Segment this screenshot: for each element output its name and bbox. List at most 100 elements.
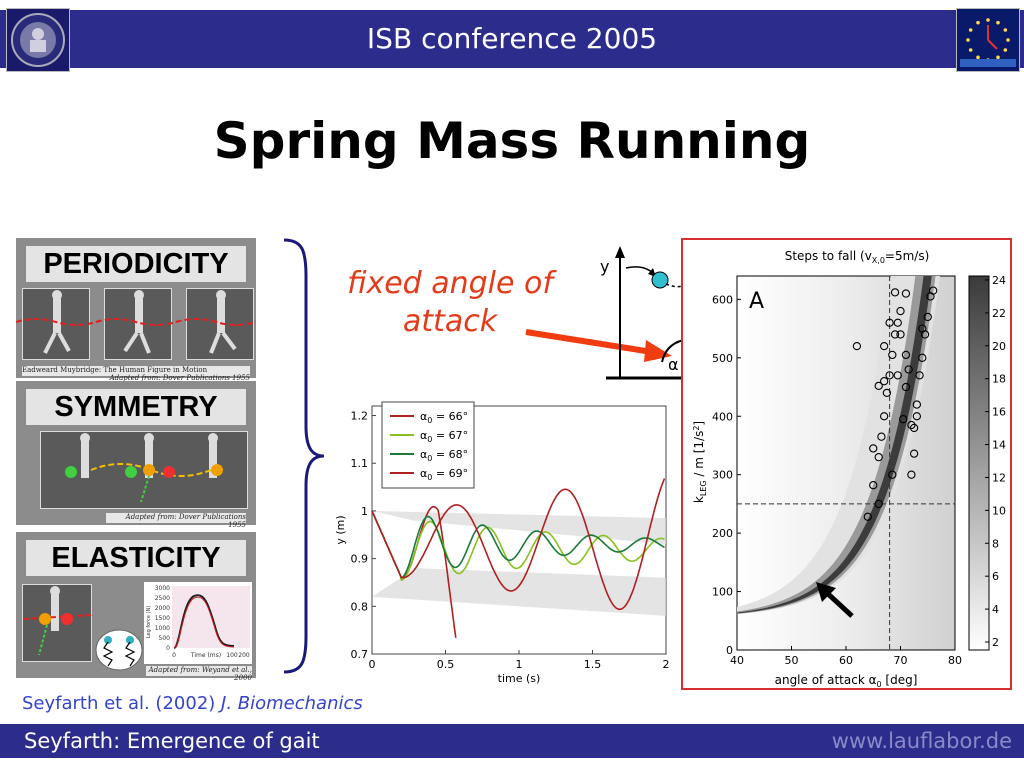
- x-tick-label: 2: [663, 658, 670, 671]
- data-point: [890, 288, 900, 297]
- x-tick-label: 60: [839, 654, 853, 667]
- elasticity-label: ELASTICITY: [26, 540, 246, 576]
- clock-stars-logo: [956, 8, 1020, 72]
- colorbar-tick-label: 4: [992, 603, 999, 616]
- steps-to-fall-figure: Steps to fall (vX,0=5m/s) A 0 100 200 300 40…: [681, 238, 1012, 690]
- inset-xlabel: Time (ms): [190, 652, 221, 659]
- data-point: [918, 353, 927, 362]
- data-point: [874, 499, 883, 509]
- data-point: [879, 341, 889, 351]
- colorbar-tick-label: 10: [992, 504, 1006, 517]
- colorbar-tick-label: 18: [992, 373, 1006, 386]
- leg-force-inset: 3000 2500 2000 1500 1000 500 0 Leg force…: [144, 582, 252, 664]
- symmetry-caption: Adapted from: Dover Publications 1955: [106, 513, 246, 529]
- spring-mass-diagram: y α: [600, 246, 686, 380]
- diagram-alpha-label: α: [668, 355, 679, 374]
- colorbar-tick-label: 6: [992, 570, 999, 583]
- colorbar-tick-label: 16: [992, 406, 1006, 419]
- data-point: [877, 432, 886, 441]
- x-tick-label: 70: [894, 654, 908, 667]
- inset-ytick: 2500: [155, 595, 170, 602]
- center-of-mass-trajectory: [16, 318, 256, 326]
- colorbar-tick-label: 12: [992, 471, 1006, 484]
- data-point: [909, 423, 919, 433]
- black-arrow-annotation: [816, 582, 854, 618]
- data-point: [893, 318, 902, 327]
- data-point: [863, 512, 872, 521]
- data-point: [907, 420, 916, 430]
- data-point: [907, 470, 916, 479]
- citation: Seyfarth et al. (2002) J. Biomechanics: [22, 693, 363, 714]
- y-tick-label: 0.8: [351, 600, 369, 613]
- trajectory-legend: α0 = 66° α0 = 67° α0 = 68° α0 = 69°: [381, 401, 475, 489]
- data-point: [888, 470, 897, 479]
- colorbar: [968, 275, 990, 651]
- y-tick-label: 1.2: [351, 410, 369, 423]
- inset-ytick: 3000: [155, 585, 170, 592]
- periodicity-caption: Eadweard Muybridge: The Human Figure in …: [22, 366, 250, 382]
- annotation-arrow: [525, 329, 672, 362]
- inset-ytick: 1500: [155, 615, 170, 622]
- header-bar: [0, 10, 1024, 68]
- heatmap-title: Steps to fall (vX,0=5m/s): [785, 249, 930, 265]
- inset-ytick: 2000: [155, 605, 170, 612]
- trajectory-xlabel: time (s): [498, 672, 541, 685]
- header-title: ISB conference 2005: [366, 22, 658, 55]
- footer-website-link[interactable]: www.lauflabor.de: [831, 729, 1012, 753]
- symmetry-panel: SYMMETRY Adapted from: Dover Publication…: [16, 381, 256, 529]
- data-point: [869, 481, 878, 490]
- legend-entry: α0 = 66°: [420, 410, 468, 425]
- inset-ytick: 0: [166, 645, 170, 652]
- heatmap-ylabel: kLEG / m [1/s2]: [692, 421, 708, 503]
- x-tick-label: 1: [516, 658, 523, 671]
- x-tick-label: 40: [730, 654, 744, 667]
- data-point: [874, 381, 883, 391]
- legend-entry: α0 = 67°: [420, 429, 468, 444]
- inset-ylabel: Leg force (N): [146, 606, 152, 638]
- y-tick-label: 0: [726, 644, 733, 657]
- y-tick-label: 1.1: [351, 457, 369, 470]
- y-tick-label: 600: [712, 293, 733, 306]
- data-point: [929, 286, 938, 295]
- legend-entry: α0 = 69°: [420, 467, 468, 482]
- data-point: [893, 371, 902, 380]
- university-seal-logo: [6, 8, 70, 72]
- y-tick-label: 0.9: [351, 553, 369, 566]
- data-point: [901, 350, 911, 360]
- y-tick-label: 0.7: [351, 648, 369, 661]
- footer: Seyfarth: Emergence of gait www.lauflabo…: [0, 724, 1024, 758]
- y-tick-label: 500: [712, 352, 733, 365]
- heatmap-xlabel: angle of attack α0 [deg]: [775, 673, 918, 688]
- y-tick-label: 400: [712, 410, 733, 423]
- x-tick-label: 50: [785, 654, 799, 667]
- runner-photo-strip: [40, 431, 248, 509]
- data-point: [901, 382, 911, 392]
- data-point: [885, 371, 894, 380]
- colorbar-tick-label: 2: [992, 636, 999, 649]
- inset-ytick: 500: [159, 635, 171, 642]
- footer-left-text: Seyfarth: Emergence of gait: [24, 729, 320, 753]
- data-point: [904, 365, 913, 374]
- elasticity-panel: ELASTICITY 3000 2500 2000 1500 1000 500 …: [16, 532, 256, 682]
- y-tick-label: 1: [361, 505, 368, 518]
- trajectory-envelope-band: [372, 568, 666, 616]
- colorbar-tick-label: 22: [992, 307, 1006, 320]
- fixed-angle-annotation: fixed angle of attack: [320, 265, 580, 341]
- colorbar-tick-label: 14: [992, 439, 1006, 452]
- data-point: [896, 330, 905, 339]
- y-tick-label: 200: [712, 527, 733, 540]
- diagram-y-label: y: [600, 257, 609, 276]
- symmetry-label: SYMMETRY: [26, 389, 246, 425]
- slide-title: Spring Mass Running: [213, 112, 811, 170]
- data-point: [901, 289, 911, 298]
- spring-mass-model-icon: [95, 629, 143, 671]
- data-point: [890, 330, 900, 339]
- data-point: [918, 324, 927, 333]
- periodicity-panel: PERIODICITY Eadweard Muybridge: The Huma…: [16, 238, 256, 382]
- periodicity-caption-right: Adapted from: Dover Publications 1955: [109, 374, 250, 382]
- annotation-line2: attack: [402, 304, 498, 339]
- annotation-line1: fixed angle of: [347, 266, 553, 301]
- x-tick-label: 1.5: [584, 658, 602, 671]
- colorbar-tick-label: 20: [992, 340, 1006, 353]
- inset-xtick: 0: [172, 652, 176, 659]
